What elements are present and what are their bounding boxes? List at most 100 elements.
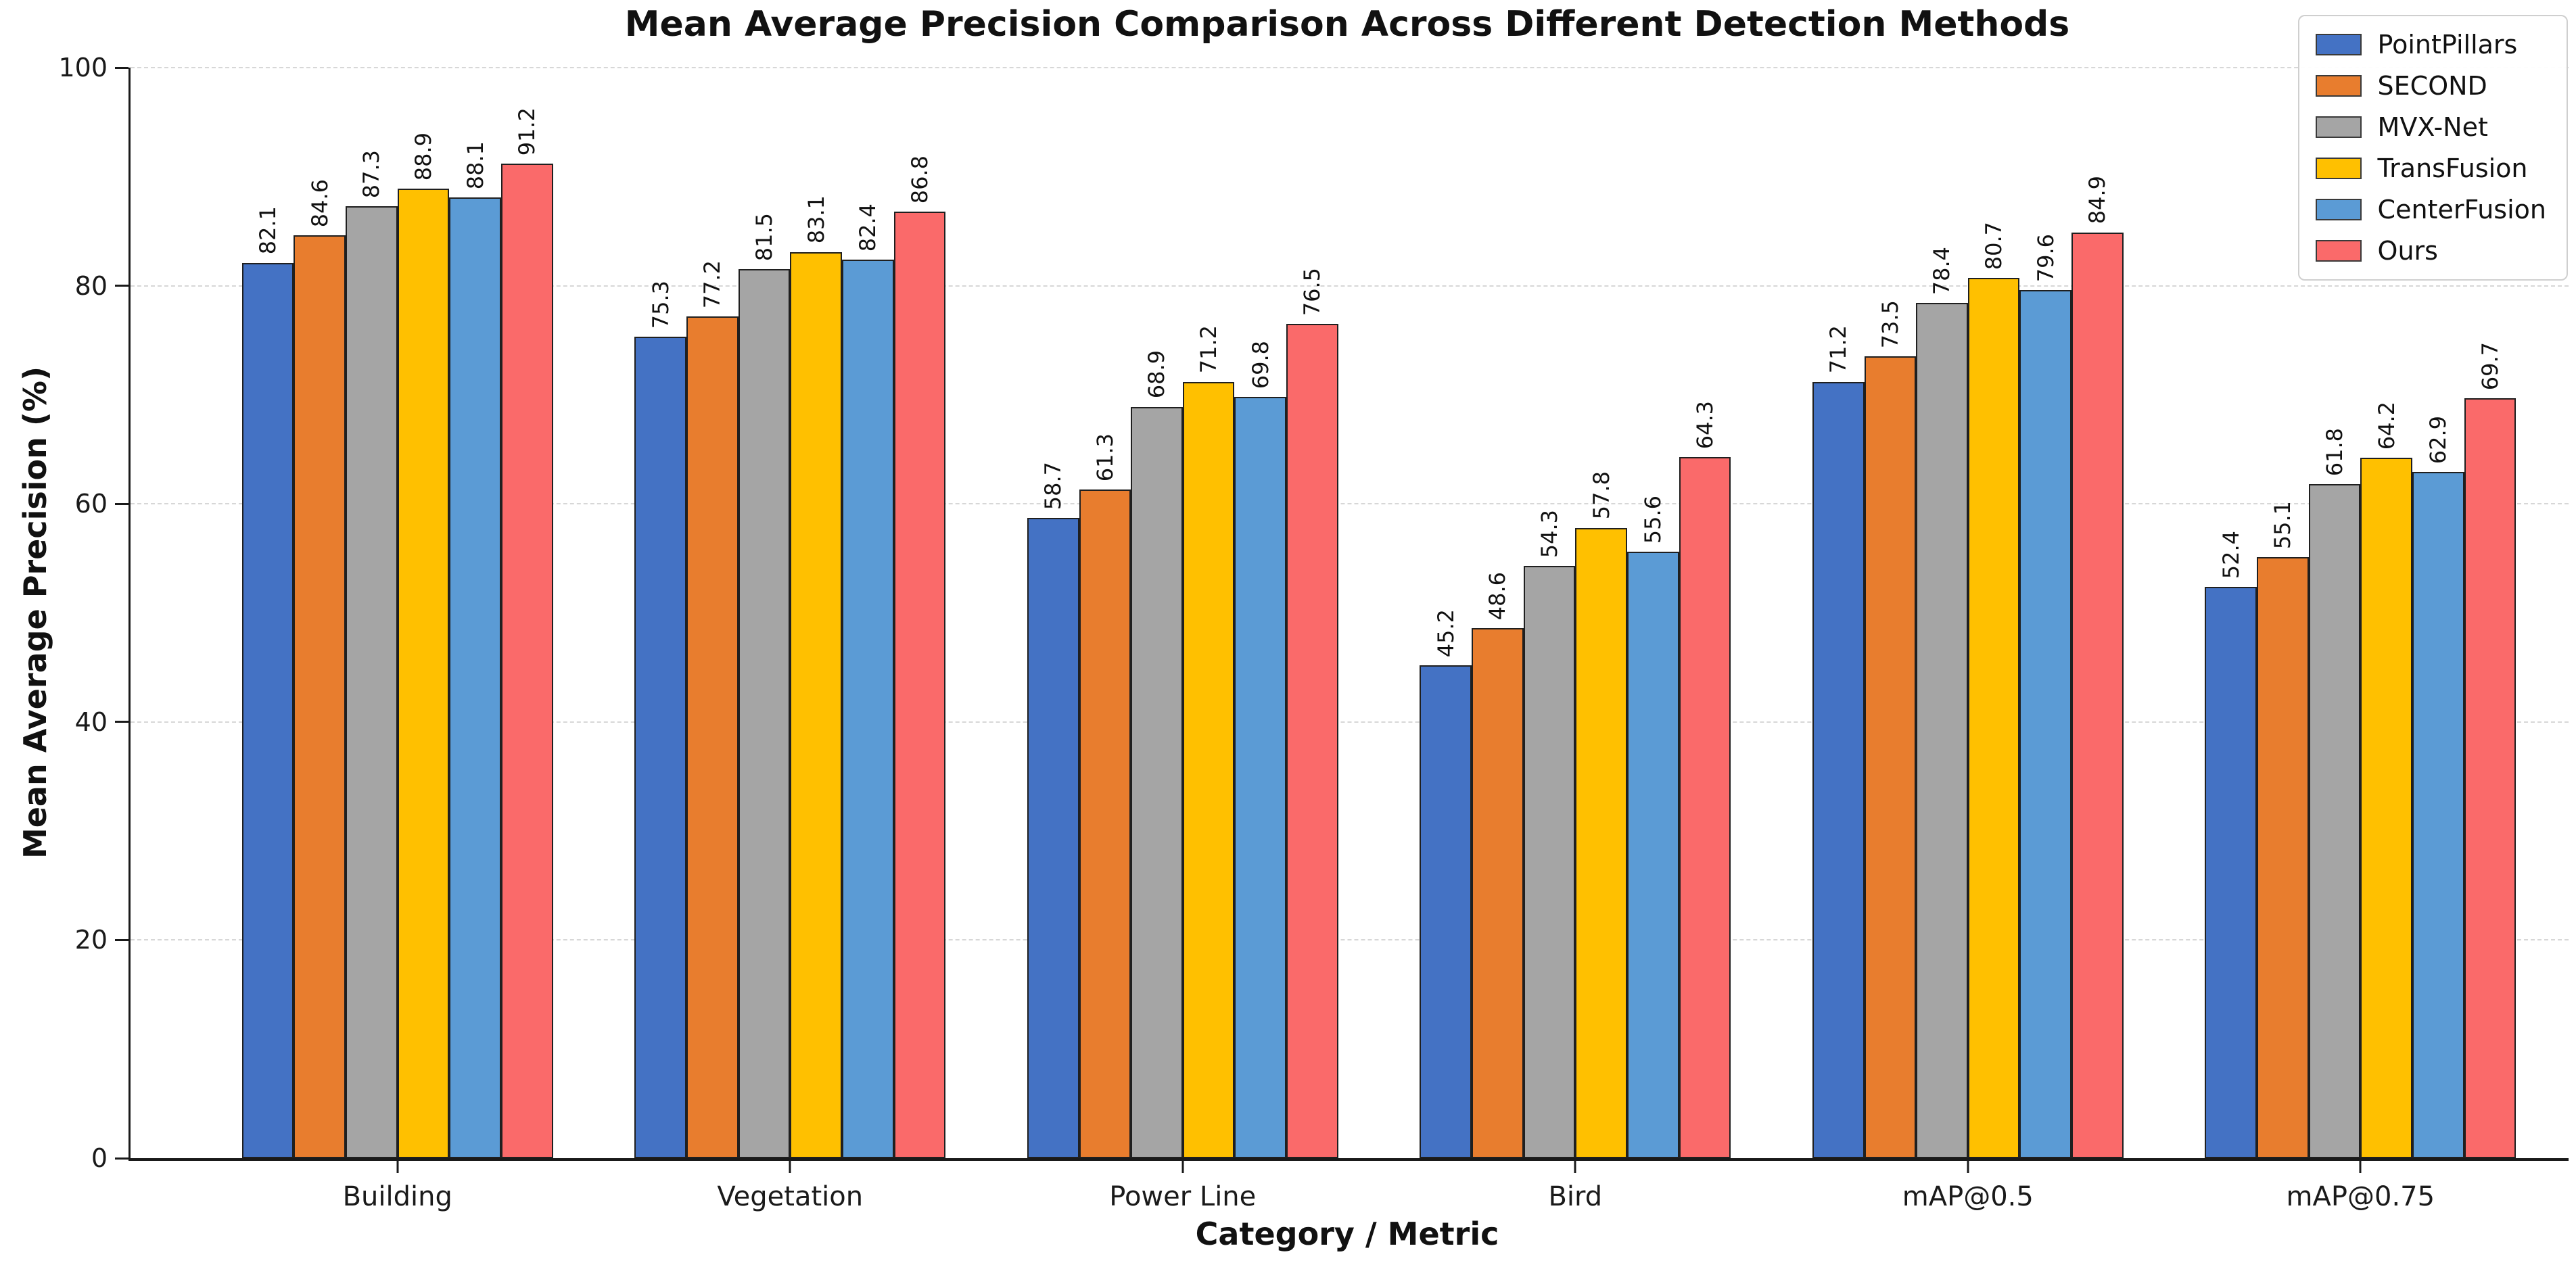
y-tick-label-100: 100 (58, 53, 108, 82)
bar-PointPillars-Bird (1420, 665, 1472, 1158)
legend-label: PointPillars (2377, 30, 2518, 59)
bar-value-TransFusion-mAP@0.75: 64.2 (2373, 402, 2399, 450)
x-tick-label-3: Bird (1548, 1181, 1603, 1212)
legend-swatch-icon (2315, 116, 2362, 138)
bar-Ours-mAP@0.5 (2071, 232, 2124, 1158)
legend-swatch-icon (2315, 75, 2362, 97)
y-tick-label-20: 20 (74, 925, 108, 955)
bar-CenterFusion-Building (449, 197, 501, 1158)
legend-label: CenterFusion (2377, 195, 2546, 224)
legend-label: Ours (2377, 236, 2438, 266)
bar-value-MVX-Net-mAP@0.75: 61.8 (2322, 427, 2347, 477)
bar-PointPillars-Power Line (1027, 518, 1079, 1158)
bar-value-MVX-Net-Bird: 54.3 (1536, 509, 1562, 558)
y-tick-mark-60 (115, 502, 128, 505)
bar-value-Ours-Power Line: 76.5 (1299, 267, 1326, 316)
bar-value-PointPillars-mAP@0.75: 52.4 (2218, 530, 2244, 579)
bar-value-SECOND-Power Line: 61.3 (1092, 433, 1118, 482)
bar-value-CenterFusion-mAP@0.5: 79.6 (2032, 233, 2059, 283)
bar-value-TransFusion-Building: 88.9 (411, 132, 437, 181)
x-tick-mark-2 (1181, 1158, 1184, 1173)
bar-MVX-Net-Power Line (1131, 406, 1183, 1158)
bar-MVX-Net-Vegetation (738, 269, 791, 1158)
y-tick-label-80: 80 (74, 270, 108, 301)
legend-item-PointPillars: PointPillars (2315, 30, 2546, 59)
bar-value-CenterFusion-mAP@0.75: 62.9 (2425, 416, 2452, 464)
bar-Ours-Bird (1679, 456, 1731, 1158)
bar-value-SECOND-mAP@0.75: 55.1 (2270, 501, 2296, 550)
bar-value-MVX-Net-Power Line: 68.9 (1144, 350, 1170, 399)
bar-CenterFusion-mAP@0.75 (2412, 472, 2464, 1158)
bar-PointPillars-mAP@0.75 (2205, 586, 2257, 1158)
bar-value-PointPillars-Power Line: 58.7 (1040, 461, 1067, 510)
bar-MVX-Net-Building (346, 206, 398, 1158)
bar-value-SECOND-Vegetation: 77.2 (699, 260, 726, 308)
gridline-y-60 (131, 503, 2569, 505)
y-tick-label-0: 0 (91, 1143, 108, 1173)
legend-swatch-icon (2315, 34, 2362, 55)
y-axis-label: Mean Average Precision (%) (17, 366, 53, 859)
bar-TransFusion-mAP@0.5 (1967, 278, 2020, 1158)
bar-value-Ours-Vegetation: 86.8 (906, 155, 933, 204)
legend-item-CenterFusion: CenterFusion (2315, 195, 2546, 224)
bar-TransFusion-Building (397, 189, 450, 1158)
bar-TransFusion-Bird (1575, 527, 1627, 1158)
x-tick-mark-0 (396, 1158, 399, 1173)
x-tick-label-5: mAP@0.75 (2286, 1181, 2435, 1212)
x-tick-mark-3 (1574, 1158, 1576, 1173)
x-tick-label-4: mAP@0.5 (1902, 1181, 2034, 1212)
legend-swatch-icon (2315, 199, 2362, 220)
bar-CenterFusion-Power Line (1234, 397, 1287, 1158)
bar-Ours-Vegetation (893, 211, 946, 1158)
bar-SECOND-mAP@0.75 (2257, 557, 2309, 1158)
x-tick-label-1: Vegetation (717, 1181, 864, 1212)
bar-CenterFusion-Vegetation (841, 259, 894, 1158)
bar-value-PointPillars-Building: 82.1 (255, 206, 281, 255)
y-tick-mark-20 (115, 938, 128, 941)
bar-value-MVX-Net-Building: 87.3 (358, 149, 385, 198)
bar-value-TransFusion-Power Line: 71.2 (1196, 325, 1222, 374)
x-tick-mark-5 (2359, 1158, 2362, 1173)
bar-PointPillars-Vegetation (634, 337, 686, 1158)
bar-value-SECOND-mAP@0.5: 73.5 (1877, 300, 1903, 349)
bar-value-MVX-Net-mAP@0.5: 78.4 (1929, 247, 1955, 295)
x-tick-mark-4 (1967, 1158, 1969, 1173)
bar-Ours-Building (501, 163, 553, 1158)
bar-Ours-Power Line (1286, 324, 1338, 1158)
bar-value-SECOND-Building: 84.6 (306, 179, 333, 228)
gridline-y-100 (131, 67, 2569, 68)
y-tick-mark-0 (115, 1157, 128, 1160)
bar-Ours-mAP@0.75 (2464, 398, 2516, 1158)
legend-label: TransFusion (2377, 153, 2528, 183)
bar-TransFusion-Power Line (1182, 381, 1235, 1158)
bar-SECOND-mAP@0.5 (1864, 356, 1917, 1158)
bar-value-PointPillars-Bird: 45.2 (1432, 608, 1459, 657)
bar-value-PointPillars-Vegetation: 75.3 (647, 281, 674, 329)
bar-CenterFusion-mAP@0.5 (2019, 290, 2072, 1158)
gridline-y-40 (131, 721, 2569, 723)
legend-swatch-icon (2315, 240, 2362, 262)
bar-value-MVX-Net-Vegetation: 81.5 (751, 213, 777, 262)
bar-value-Ours-mAP@0.75: 69.7 (2477, 341, 2503, 390)
x-tick-label-0: Building (342, 1181, 452, 1212)
y-tick-mark-100 (115, 66, 128, 69)
bar-MVX-Net-mAP@0.75 (2308, 484, 2361, 1158)
legend-item-Ours: Ours (2315, 236, 2546, 266)
x-axis-label: Category / Metric (1195, 1216, 1499, 1252)
bar-PointPillars-Building (241, 262, 294, 1158)
bar-CenterFusion-Bird (1626, 552, 1679, 1158)
bar-value-SECOND-Bird: 48.6 (1484, 571, 1511, 621)
legend-swatch-icon (2315, 158, 2362, 179)
bar-value-TransFusion-Bird: 57.8 (1588, 471, 1614, 520)
bar-SECOND-Vegetation (686, 316, 739, 1158)
chart-title: Mean Average Precision Comparison Across… (624, 4, 2070, 45)
y-tick-mark-80 (115, 285, 128, 287)
y-tick-mark-40 (115, 721, 128, 723)
gridline-y-80 (131, 285, 2569, 287)
bar-MVX-Net-mAP@0.5 (1916, 303, 1968, 1158)
y-tick-label-60: 60 (74, 489, 108, 519)
bar-value-CenterFusion-Building: 88.1 (462, 141, 488, 189)
bar-value-CenterFusion-Bird: 55.6 (1640, 495, 1666, 544)
bar-value-Ours-mAP@0.5: 84.9 (2084, 176, 2111, 224)
